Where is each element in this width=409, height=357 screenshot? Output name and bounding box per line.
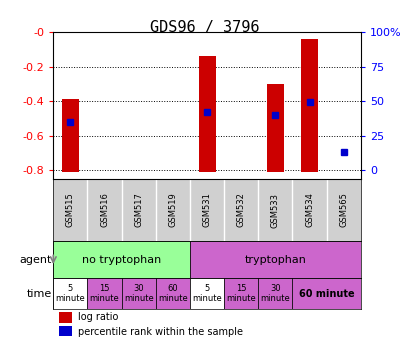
Bar (198, 56, 215, 172)
Bar (53, 278, 87, 310)
Bar (59, 326, 72, 337)
Bar (224, 278, 258, 310)
Text: 15
minute: 15 minute (226, 284, 256, 303)
Bar (87, 278, 121, 310)
Bar (292, 278, 360, 310)
Bar (266, 84, 283, 172)
Bar (62, 99, 79, 172)
Text: log ratio: log ratio (78, 312, 118, 322)
Text: percentile rank within the sample: percentile rank within the sample (78, 327, 242, 337)
Text: GSM516: GSM516 (100, 192, 109, 227)
Text: agent: agent (19, 255, 52, 265)
Bar (155, 278, 189, 310)
Bar (59, 312, 72, 322)
Text: GSM533: GSM533 (270, 192, 279, 227)
Text: GDS96 / 3796: GDS96 / 3796 (150, 20, 259, 35)
Text: 30
minute: 30 minute (124, 284, 153, 303)
Bar (258, 278, 292, 310)
Text: GSM515: GSM515 (66, 193, 75, 227)
Text: GSM534: GSM534 (304, 192, 313, 227)
Text: GSM517: GSM517 (134, 192, 143, 227)
Bar (300, 39, 317, 172)
Text: GSM531: GSM531 (202, 192, 211, 227)
Text: 15
minute: 15 minute (90, 284, 119, 303)
Text: 30
minute: 30 minute (260, 284, 290, 303)
Text: 60 minute: 60 minute (298, 289, 354, 299)
Text: no tryptophan: no tryptophan (82, 255, 161, 265)
Text: GSM519: GSM519 (168, 193, 177, 227)
Text: 60
minute: 60 minute (157, 284, 187, 303)
Bar (121, 278, 155, 310)
Bar (53, 241, 189, 278)
Text: time: time (26, 289, 52, 299)
Text: GSM565: GSM565 (338, 192, 347, 227)
Text: GSM532: GSM532 (236, 192, 245, 227)
Text: 5
minute: 5 minute (192, 284, 221, 303)
Text: tryptophan: tryptophan (244, 255, 306, 265)
Text: 5
minute: 5 minute (55, 284, 85, 303)
Bar (189, 278, 224, 310)
Bar (189, 241, 360, 278)
